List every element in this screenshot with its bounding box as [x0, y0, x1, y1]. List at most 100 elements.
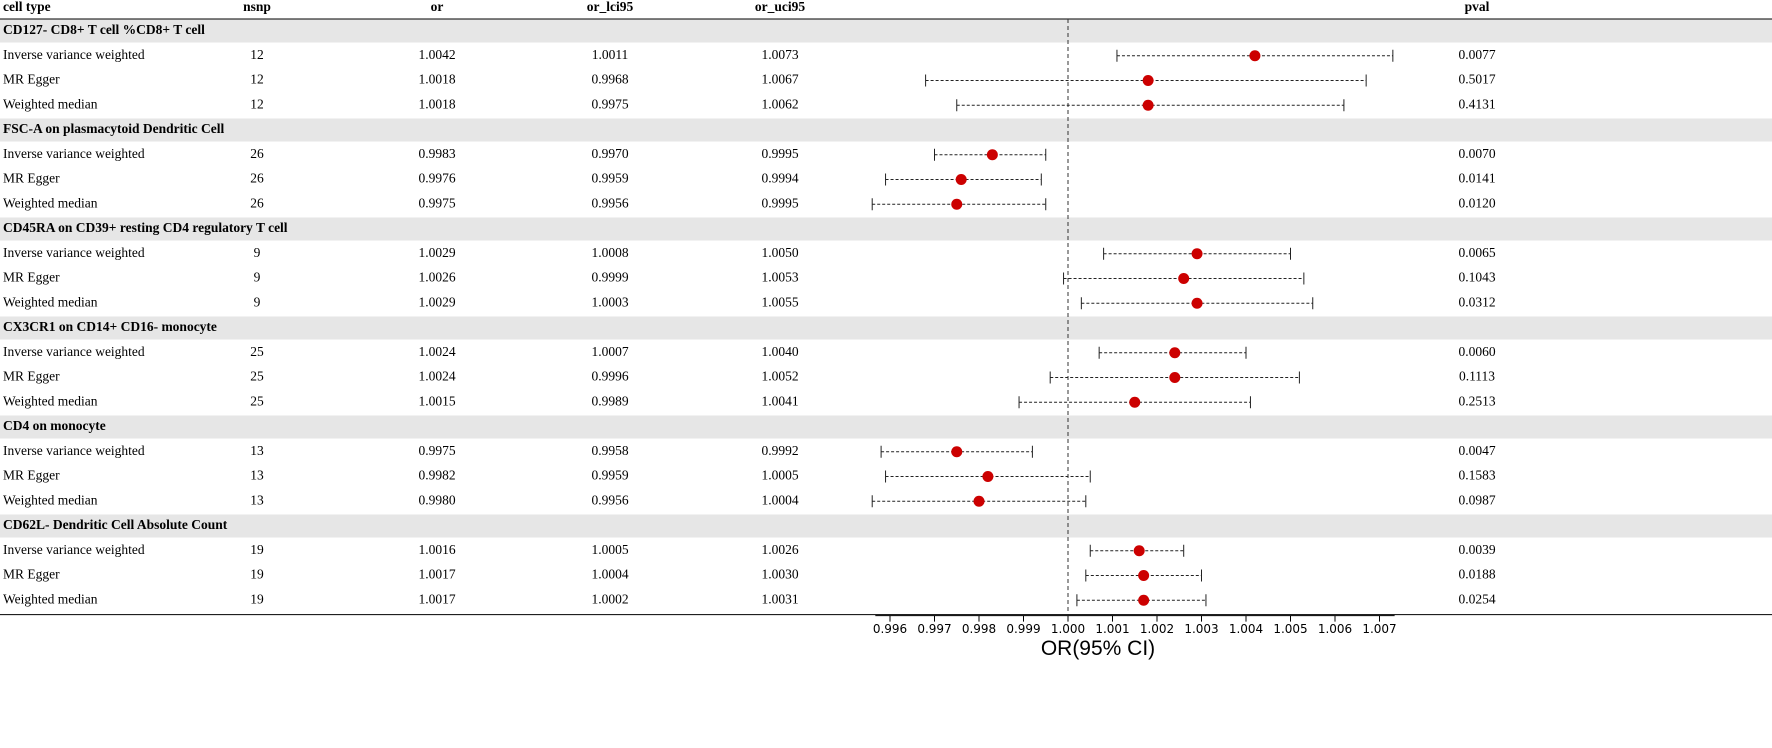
point-estimate	[951, 198, 963, 210]
x-tick-label: 0.996	[873, 622, 907, 636]
cell-value: 1.0029	[418, 294, 455, 309]
cell-value: 26	[250, 171, 264, 186]
cell-value: 1.0062	[761, 96, 798, 111]
cell-value: 0.0065	[1458, 245, 1495, 260]
cell-value: 0.9975	[418, 443, 455, 458]
cell-value: 0.0060	[1458, 344, 1495, 359]
cell-value: 0.0047	[1458, 443, 1495, 458]
method-label: Weighted median	[3, 591, 98, 606]
cell-value: 19	[250, 567, 264, 582]
cell-value: 0.0070	[1458, 146, 1495, 161]
cell-value: 0.0312	[1458, 294, 1495, 309]
cell-value: 0.9959	[591, 468, 628, 483]
cell-value: 25	[250, 369, 264, 384]
cell-value: 0.0254	[1458, 591, 1495, 606]
x-tick-label: 0.997	[917, 622, 951, 636]
method-label: MR Egger	[3, 270, 60, 285]
cell-value: 0.9992	[761, 443, 798, 458]
cell-value: 1.0004	[761, 492, 798, 507]
cell-value: 0.5017	[1458, 72, 1495, 87]
cell-value: 1.0017	[418, 591, 455, 606]
cell-value: 0.9970	[591, 146, 628, 161]
cell-value: 0.0188	[1458, 567, 1495, 582]
x-tick-label: 1.006	[1318, 622, 1352, 636]
method-label: Weighted median	[3, 393, 98, 408]
cell-value: 19	[250, 542, 264, 557]
cell-value: 0.4131	[1458, 96, 1495, 111]
cell-value: 1.0067	[761, 72, 798, 87]
cell-value: 0.0987	[1458, 492, 1495, 507]
column-header: or_uci95	[755, 0, 805, 14]
cell-value: 1.0018	[418, 72, 455, 87]
cell-value: 0.1583	[1458, 468, 1495, 483]
x-tick-label: 1.007	[1362, 622, 1396, 636]
x-tick-label: 1.004	[1229, 622, 1263, 636]
group-label: CD45RA on CD39+ resting CD4 regulatory T…	[3, 220, 288, 235]
point-estimate	[1178, 273, 1190, 284]
method-label: Inverse variance weighted	[3, 245, 145, 260]
cell-value: 1.0050	[761, 245, 798, 260]
point-estimate	[1191, 248, 1203, 260]
column-header: or_lci95	[587, 0, 634, 14]
x-tick-label: 1.002	[1140, 622, 1174, 636]
cell-value: 0.9959	[591, 171, 628, 186]
point-estimate	[1169, 372, 1181, 383]
group-band	[0, 217, 1772, 241]
cell-value: 0.9994	[761, 171, 798, 186]
point-estimate	[1138, 594, 1150, 606]
method-label: Inverse variance weighted	[3, 146, 145, 161]
cell-value: 0.9983	[418, 146, 455, 161]
x-tick-label: 1.001	[1095, 622, 1129, 636]
cell-value: 13	[250, 468, 264, 483]
point-estimate	[1191, 297, 1203, 309]
cell-value: 25	[250, 393, 264, 408]
cell-value: 1.0040	[761, 344, 798, 359]
column-header: or	[431, 0, 444, 14]
cell-value: 1.0008	[591, 245, 628, 260]
cell-value: 25	[250, 344, 264, 359]
cell-value: 0.9989	[591, 393, 628, 408]
cell-value: 1.0011	[592, 47, 629, 62]
method-label: Inverse variance weighted	[3, 542, 145, 557]
point-estimate	[955, 174, 967, 185]
method-label: Weighted median	[3, 294, 98, 309]
cell-value: 0.9982	[418, 468, 455, 483]
point-estimate	[951, 446, 963, 458]
cell-value: 26	[250, 195, 264, 210]
cell-value: 1.0031	[761, 591, 798, 606]
cell-value: 12	[250, 96, 264, 111]
cell-value: 9	[254, 245, 261, 260]
point-estimate	[986, 149, 998, 161]
cell-value: 1.0002	[591, 591, 628, 606]
method-label: MR Egger	[3, 369, 60, 384]
method-label: MR Egger	[3, 567, 60, 582]
point-estimate	[1142, 75, 1154, 86]
cell-value: 1.0007	[591, 344, 628, 359]
cell-value: 0.9980	[418, 492, 455, 507]
cell-value: 0.9956	[591, 195, 628, 210]
cell-value: 1.0018	[418, 96, 455, 111]
x-tick-label: 0.999	[1006, 622, 1040, 636]
x-tick-label: 0.998	[962, 622, 996, 636]
method-label: Weighted median	[3, 96, 98, 111]
method-label: Inverse variance weighted	[3, 47, 145, 62]
cell-value: 0.0039	[1458, 542, 1495, 557]
cell-value: 1.0017	[418, 567, 455, 582]
method-label: MR Egger	[3, 72, 60, 87]
cell-value: 0.9968	[591, 72, 628, 87]
method-label: MR Egger	[3, 468, 60, 483]
cell-value: 9	[254, 270, 261, 285]
point-estimate	[1169, 347, 1181, 359]
cell-value: 1.0042	[418, 47, 455, 62]
cell-value: 0.9975	[418, 195, 455, 210]
cell-value: 0.9995	[761, 195, 798, 210]
x-tick-label: 1.000	[1051, 622, 1085, 636]
cell-value: 1.0052	[761, 369, 798, 384]
cell-value: 0.2513	[1458, 393, 1495, 408]
method-label: Weighted median	[3, 492, 98, 507]
cell-value: 9	[254, 294, 261, 309]
group-label: CD4 on monocyte	[3, 418, 106, 433]
point-estimate	[1133, 545, 1145, 557]
group-band	[0, 118, 1772, 142]
